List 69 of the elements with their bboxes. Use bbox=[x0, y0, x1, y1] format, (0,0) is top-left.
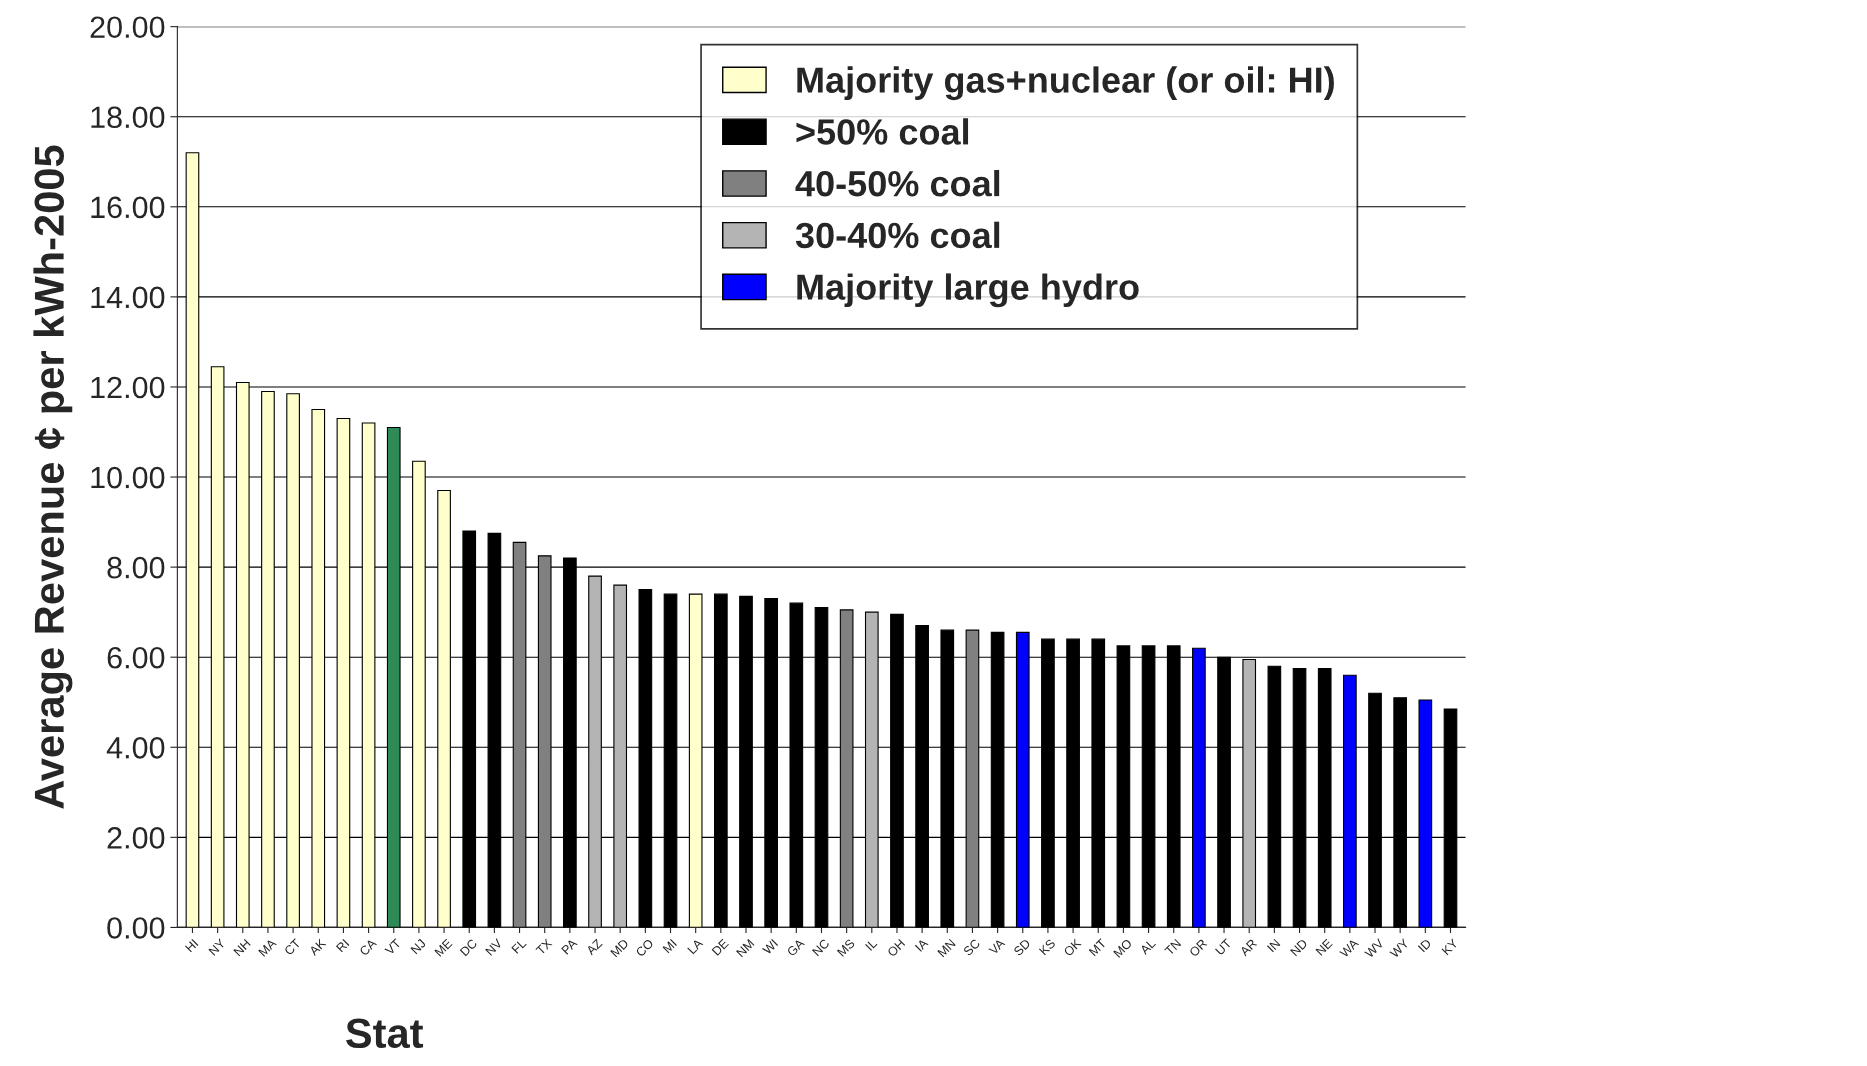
y-tick-label: 8.00 bbox=[107, 556, 165, 579]
y-tick-label: 12.00 bbox=[91, 376, 165, 399]
x-tick-label: OR bbox=[1188, 938, 1208, 958]
x-tick-label: HI bbox=[184, 938, 199, 953]
x-tick-label: OH bbox=[886, 938, 906, 958]
x-tick-label: RI bbox=[335, 938, 350, 953]
y-tick-label: 14.00 bbox=[91, 286, 165, 309]
x-tick-label: NC bbox=[811, 938, 830, 957]
y-tick-label: 4.00 bbox=[106, 737, 165, 759]
x-tick-label: DC bbox=[459, 938, 478, 957]
x-tick-label: KS bbox=[1038, 938, 1056, 956]
legend-label: Majority large hydro bbox=[797, 273, 1139, 308]
x-tick-label: MD bbox=[610, 938, 629, 958]
x-tick-label: NV bbox=[485, 938, 503, 956]
y-tick-label: 2.00 bbox=[107, 827, 165, 849]
legend-label: >50% coal bbox=[796, 118, 969, 145]
legend-label: Majority gas+nuclear (or oil: HI) bbox=[797, 66, 1334, 101]
x-tick-label: CA bbox=[359, 938, 378, 957]
x-tick-label: VT bbox=[384, 938, 402, 956]
y-tick-label: 20.00 bbox=[90, 16, 165, 39]
x-tick-label: FL bbox=[511, 938, 527, 954]
x-tick-label: NY bbox=[208, 938, 226, 956]
x-tick-label: MA bbox=[258, 938, 277, 957]
x-tick-label: ND bbox=[1290, 938, 1308, 957]
x-tick-label: DE bbox=[711, 938, 729, 956]
x-tick-label: MS bbox=[836, 938, 856, 957]
x-tick-label: IL bbox=[865, 938, 878, 951]
x-tick-label: VA bbox=[988, 938, 1006, 956]
y-tick-label: 0.00 bbox=[107, 917, 165, 939]
y-tick-label: 6.00 bbox=[107, 646, 165, 669]
x-tick-label: WV bbox=[1364, 938, 1385, 959]
x-tick-label: NE bbox=[1315, 938, 1333, 956]
x-tick-label: CT bbox=[283, 938, 302, 956]
x-tick-label: AR bbox=[1239, 938, 1258, 957]
x-axis-title: Stat bbox=[346, 1018, 424, 1049]
x-tick-label: CO bbox=[635, 938, 654, 958]
x-tick-label: AZ bbox=[585, 938, 603, 956]
x-tick-label: OK bbox=[1063, 938, 1082, 957]
x-tick-label: MT bbox=[1088, 938, 1107, 957]
x-tick-label: WY bbox=[1389, 938, 1410, 959]
y-tick-label: 18.00 bbox=[91, 106, 165, 129]
x-tick-label: ME bbox=[434, 938, 453, 957]
x-tick-label: PA bbox=[561, 938, 578, 955]
y-axis-title: Average Revenue ¢ per kWh-2005 bbox=[33, 145, 73, 809]
x-tick-label: KY bbox=[1441, 938, 1459, 956]
x-tick-label: NJ bbox=[410, 938, 427, 955]
x-tick-label: NH bbox=[233, 938, 251, 957]
x-tick-label: MI bbox=[662, 938, 677, 954]
x-tick-label: NM bbox=[736, 938, 755, 958]
x-tick-label: MO bbox=[1113, 938, 1133, 958]
x-tick-label: MN bbox=[937, 938, 956, 958]
x-tick-label: AL bbox=[1139, 938, 1156, 956]
x-tick-label: LA bbox=[687, 938, 704, 955]
x-tick-label: WA bbox=[1339, 938, 1360, 959]
y-tick-label: 16.00 bbox=[91, 196, 165, 219]
legend-label: 30-40% coal bbox=[795, 221, 1000, 249]
y-tick-label: 10.00 bbox=[91, 466, 165, 489]
x-tick-label: SD bbox=[1013, 938, 1031, 957]
x-tick-label: GA bbox=[786, 938, 806, 957]
x-tick-label: UT bbox=[1215, 938, 1233, 956]
x-tick-label: IA bbox=[914, 938, 929, 952]
x-tick-label: TN bbox=[1164, 938, 1182, 956]
x-tick-label: ID bbox=[1417, 938, 1432, 953]
x-tick-label: TX bbox=[535, 938, 553, 956]
legend-label: 40-50% coal bbox=[795, 169, 1000, 197]
x-tick-label: AK bbox=[308, 938, 327, 957]
x-tick-label: SC bbox=[962, 938, 981, 957]
x-tick-label: IN bbox=[1266, 938, 1281, 953]
x-tick-label: WI bbox=[762, 938, 779, 955]
